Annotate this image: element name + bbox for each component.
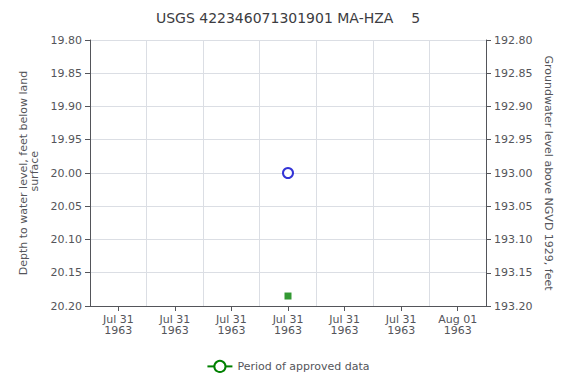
svg-text:1963: 1963 [444,324,472,337]
svg-text:19.85: 19.85 [51,67,83,80]
svg-text:192.95: 192.95 [494,133,533,146]
svg-text:19.90: 19.90 [51,100,83,113]
svg-text:surface: surface [28,151,41,195]
svg-text:193.05: 193.05 [494,200,533,213]
svg-text:20.00: 20.00 [51,167,83,180]
svg-text:20.05: 20.05 [51,200,83,213]
svg-text:Jul 31: Jul 31 [272,313,304,326]
svg-text:193.15: 193.15 [494,266,533,279]
svg-text:1963: 1963 [387,324,415,337]
svg-text:Jul 31: Jul 31 [102,313,134,326]
svg-text:USGS 422346071301901 MA-HZA: USGS 422346071301901 MA-HZA 5 [156,10,420,26]
svg-text:Depth to water level, feet bel: Depth to water level, feet below land [16,70,30,276]
svg-text:Groundwater level above NGVD 1: Groundwater level above NGVD 1929, feet [542,55,555,291]
svg-text:192.90: 192.90 [494,100,533,113]
svg-text:1963: 1963 [104,324,132,337]
svg-text:20.15: 20.15 [51,266,83,279]
svg-text:192.85: 192.85 [494,67,533,80]
svg-text:1963: 1963 [217,324,245,337]
svg-text:19.95: 19.95 [51,133,83,146]
svg-text:1963: 1963 [161,324,189,337]
svg-text:19.80: 19.80 [51,34,83,47]
svg-text:Jul 31: Jul 31 [385,313,417,326]
svg-text:Period of approved data: Period of approved data [237,360,369,373]
svg-text:Jul 31: Jul 31 [159,313,191,326]
svg-text:193.00: 193.00 [494,167,533,180]
svg-text:20.10: 20.10 [51,233,83,246]
svg-text:193.20: 193.20 [494,300,533,313]
svg-text:1963: 1963 [274,324,302,337]
svg-text:Jul 31: Jul 31 [329,313,360,326]
svg-text:192.80: 192.80 [494,34,533,47]
svg-text:Jul 31: Jul 31 [216,313,247,326]
svg-text:20.20: 20.20 [51,300,83,313]
svg-text:1963: 1963 [331,324,359,337]
svg-text:Aug 01: Aug 01 [438,313,478,326]
svg-text:193.10: 193.10 [494,233,533,246]
